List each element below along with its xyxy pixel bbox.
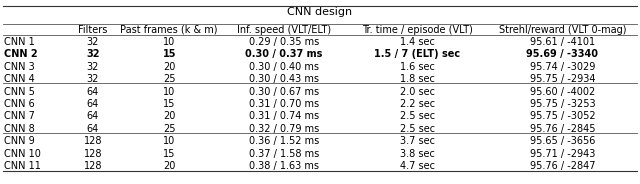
Text: CNN 11: CNN 11: [4, 161, 42, 171]
Text: 15: 15: [163, 99, 175, 109]
Text: 95.74 / -3029: 95.74 / -3029: [530, 62, 595, 72]
Text: Tr. time / episode (VLT): Tr. time / episode (VLT): [362, 25, 473, 35]
Text: 95.75 / -2934: 95.75 / -2934: [530, 74, 595, 84]
Text: 0.30 / 0.43 ms: 0.30 / 0.43 ms: [249, 74, 319, 84]
Text: CNN 7: CNN 7: [4, 111, 35, 121]
Text: CNN 3: CNN 3: [4, 62, 35, 72]
Text: 95.75 / -3052: 95.75 / -3052: [529, 111, 595, 121]
Text: CNN 4: CNN 4: [4, 74, 35, 84]
Text: 20: 20: [163, 111, 175, 121]
Text: 1.4 sec: 1.4 sec: [400, 37, 435, 47]
Text: CNN design: CNN design: [287, 7, 353, 17]
Text: CNN 1: CNN 1: [4, 37, 35, 47]
Text: CNN 5: CNN 5: [4, 86, 35, 97]
Text: 2.5 sec: 2.5 sec: [400, 124, 435, 134]
Text: 1.6 sec: 1.6 sec: [400, 62, 435, 72]
Text: 2.5 sec: 2.5 sec: [400, 111, 435, 121]
Text: 10: 10: [163, 86, 175, 97]
Text: 15: 15: [163, 149, 175, 159]
Text: 1.8 sec: 1.8 sec: [400, 74, 435, 84]
Text: 0.37 / 1.58 ms: 0.37 / 1.58 ms: [248, 149, 319, 159]
Text: CNN 2: CNN 2: [4, 49, 38, 59]
Text: 32: 32: [86, 62, 99, 72]
Text: 0.30 / 0.40 ms: 0.30 / 0.40 ms: [249, 62, 319, 72]
Text: 3.8 sec: 3.8 sec: [400, 149, 435, 159]
Text: 10: 10: [163, 136, 175, 146]
Text: 95.69 / -3340: 95.69 / -3340: [526, 49, 598, 59]
Text: Past frames (k & m): Past frames (k & m): [120, 25, 218, 35]
Text: 64: 64: [87, 99, 99, 109]
Text: 0.32 / 0.79 ms: 0.32 / 0.79 ms: [248, 124, 319, 134]
Text: 0.31 / 0.74 ms: 0.31 / 0.74 ms: [249, 111, 319, 121]
Text: 0.30 / 0.67 ms: 0.30 / 0.67 ms: [249, 86, 319, 97]
Text: 10: 10: [163, 37, 175, 47]
Text: 95.76 / -2847: 95.76 / -2847: [530, 161, 595, 171]
Text: 0.30 / 0.37 ms: 0.30 / 0.37 ms: [245, 49, 323, 59]
Text: 32: 32: [86, 74, 99, 84]
Text: 95.71 / -2943: 95.71 / -2943: [530, 149, 595, 159]
Text: 2.0 sec: 2.0 sec: [400, 86, 435, 97]
Text: CNN 6: CNN 6: [4, 99, 35, 109]
Text: 20: 20: [163, 62, 175, 72]
Text: CNN 10: CNN 10: [4, 149, 42, 159]
Text: 3.7 sec: 3.7 sec: [400, 136, 435, 146]
Text: 95.65 / -3656: 95.65 / -3656: [530, 136, 595, 146]
Text: 32: 32: [86, 49, 100, 59]
Text: Inf. speed (VLT/ELT): Inf. speed (VLT/ELT): [237, 25, 331, 35]
Text: 128: 128: [84, 136, 102, 146]
Text: Filters: Filters: [78, 25, 108, 35]
Text: 32: 32: [86, 37, 99, 47]
Text: 20: 20: [163, 161, 175, 171]
Text: 25: 25: [163, 74, 175, 84]
Text: 0.31 / 0.70 ms: 0.31 / 0.70 ms: [249, 99, 319, 109]
Text: CNN 9: CNN 9: [4, 136, 35, 146]
Text: 95.75 / -3253: 95.75 / -3253: [529, 99, 595, 109]
Text: Strehl/reward (VLT 0-mag): Strehl/reward (VLT 0-mag): [499, 25, 626, 35]
Text: 0.36 / 1.52 ms: 0.36 / 1.52 ms: [248, 136, 319, 146]
Text: 0.38 / 1.63 ms: 0.38 / 1.63 ms: [249, 161, 319, 171]
Text: 64: 64: [87, 124, 99, 134]
Text: 2.2 sec: 2.2 sec: [400, 99, 435, 109]
Text: 0.29 / 0.35 ms: 0.29 / 0.35 ms: [248, 37, 319, 47]
Text: 128: 128: [84, 161, 102, 171]
Text: 95.61 / -4101: 95.61 / -4101: [530, 37, 595, 47]
Text: 64: 64: [87, 111, 99, 121]
Text: 128: 128: [84, 149, 102, 159]
Text: 95.60 / -4002: 95.60 / -4002: [530, 86, 595, 97]
Text: 25: 25: [163, 124, 175, 134]
Text: 1.5 / 7 (ELT) sec: 1.5 / 7 (ELT) sec: [374, 49, 460, 59]
Text: 15: 15: [163, 49, 176, 59]
Text: 64: 64: [87, 86, 99, 97]
Text: 4.7 sec: 4.7 sec: [400, 161, 435, 171]
Text: 95.76 / -2845: 95.76 / -2845: [530, 124, 595, 134]
Text: CNN 8: CNN 8: [4, 124, 35, 134]
